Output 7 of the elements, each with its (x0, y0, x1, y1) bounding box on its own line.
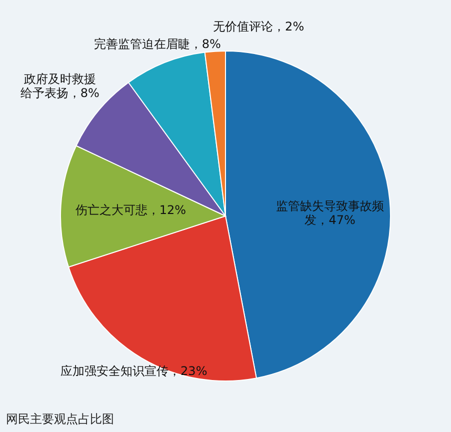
slice-label: 伤亡之大可悲，12% (75, 203, 186, 218)
slice-label: 完善监管迫在眉睫，8% (94, 36, 221, 51)
slice-label: 政府及时救援给予表扬，8% (20, 72, 100, 100)
text: 网民主要观点占比图 (6, 412, 114, 426)
slice-label: 无价值评论，2% (213, 19, 304, 34)
slice-label: 监管缺失导致事故频发，47% (276, 199, 384, 228)
slice-label: 应加强安全知识宣传，23% (60, 364, 208, 378)
